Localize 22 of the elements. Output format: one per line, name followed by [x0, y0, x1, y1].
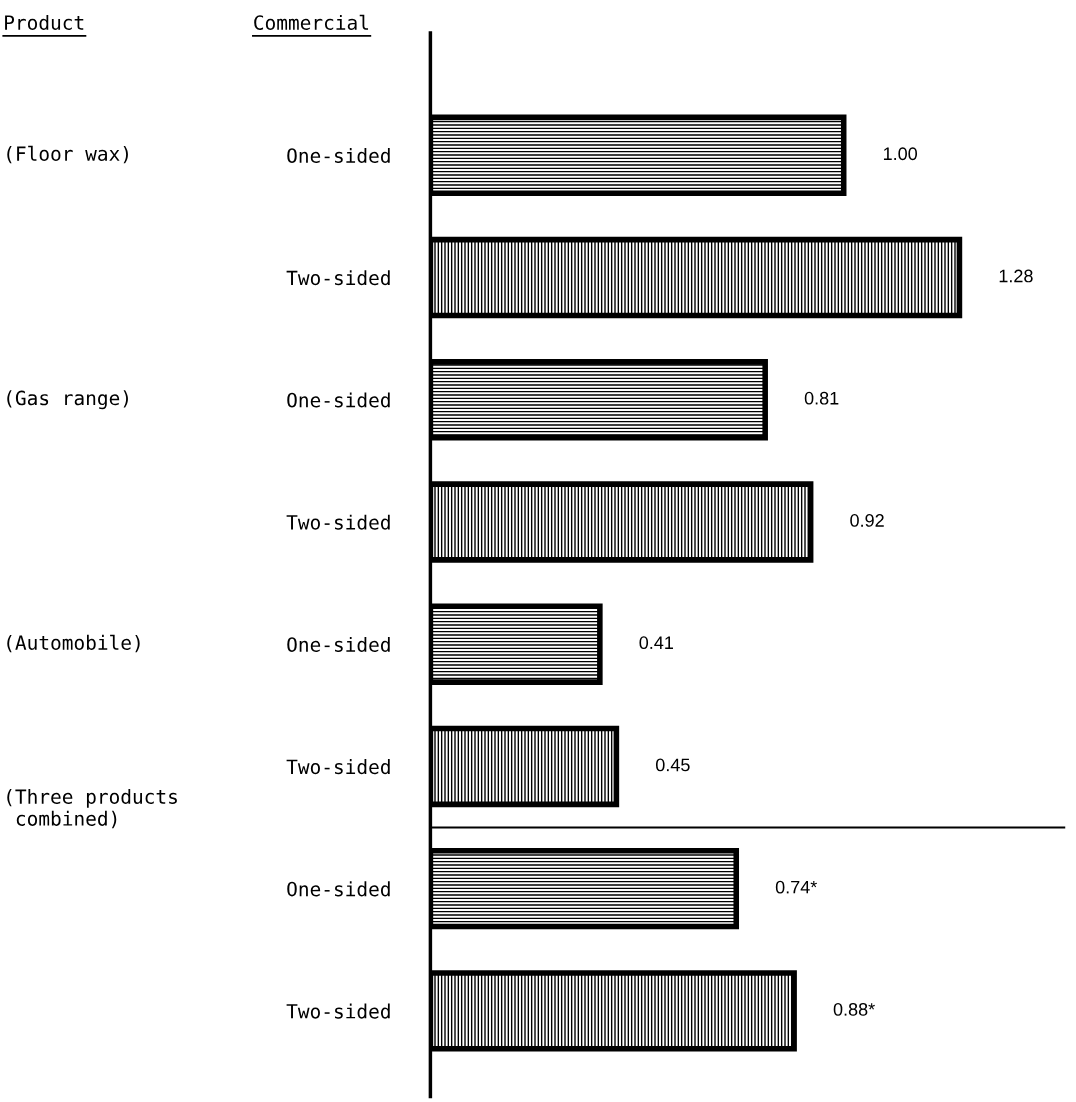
y-tick-label: Two-sided	[286, 759, 390, 775]
y-tick-label: One-sided	[287, 881, 390, 897]
text: (Three products combined)	[7, 788, 177, 829]
text: Product	[5, 14, 84, 30]
data-label: 0.88*	[833, 1002, 875, 1016]
text: Commercial	[254, 14, 369, 30]
y-tick-label: Two-sided	[286, 270, 390, 286]
data-label: 0.74*	[775, 880, 818, 894]
data-label: 0.41	[639, 636, 673, 650]
y-tick-label: One-sided	[287, 147, 390, 164]
y-tick-label: Two-sided	[286, 514, 390, 530]
data-label: 0.92	[850, 514, 884, 527]
data-label: 1.00	[883, 147, 918, 161]
text: (Floor wax)	[7, 145, 128, 164]
text: (Automobile)	[7, 634, 140, 653]
text: (Gas range)	[7, 390, 128, 410]
y-tick-label: One-sided	[287, 636, 390, 652]
y-tick-label: Two-sided	[286, 1003, 390, 1019]
data-label: 1.28	[999, 269, 1033, 283]
data-label: 0.45	[655, 758, 690, 772]
y-tick-label: One-sided	[287, 392, 390, 408]
data-label: 0.81	[804, 391, 839, 405]
